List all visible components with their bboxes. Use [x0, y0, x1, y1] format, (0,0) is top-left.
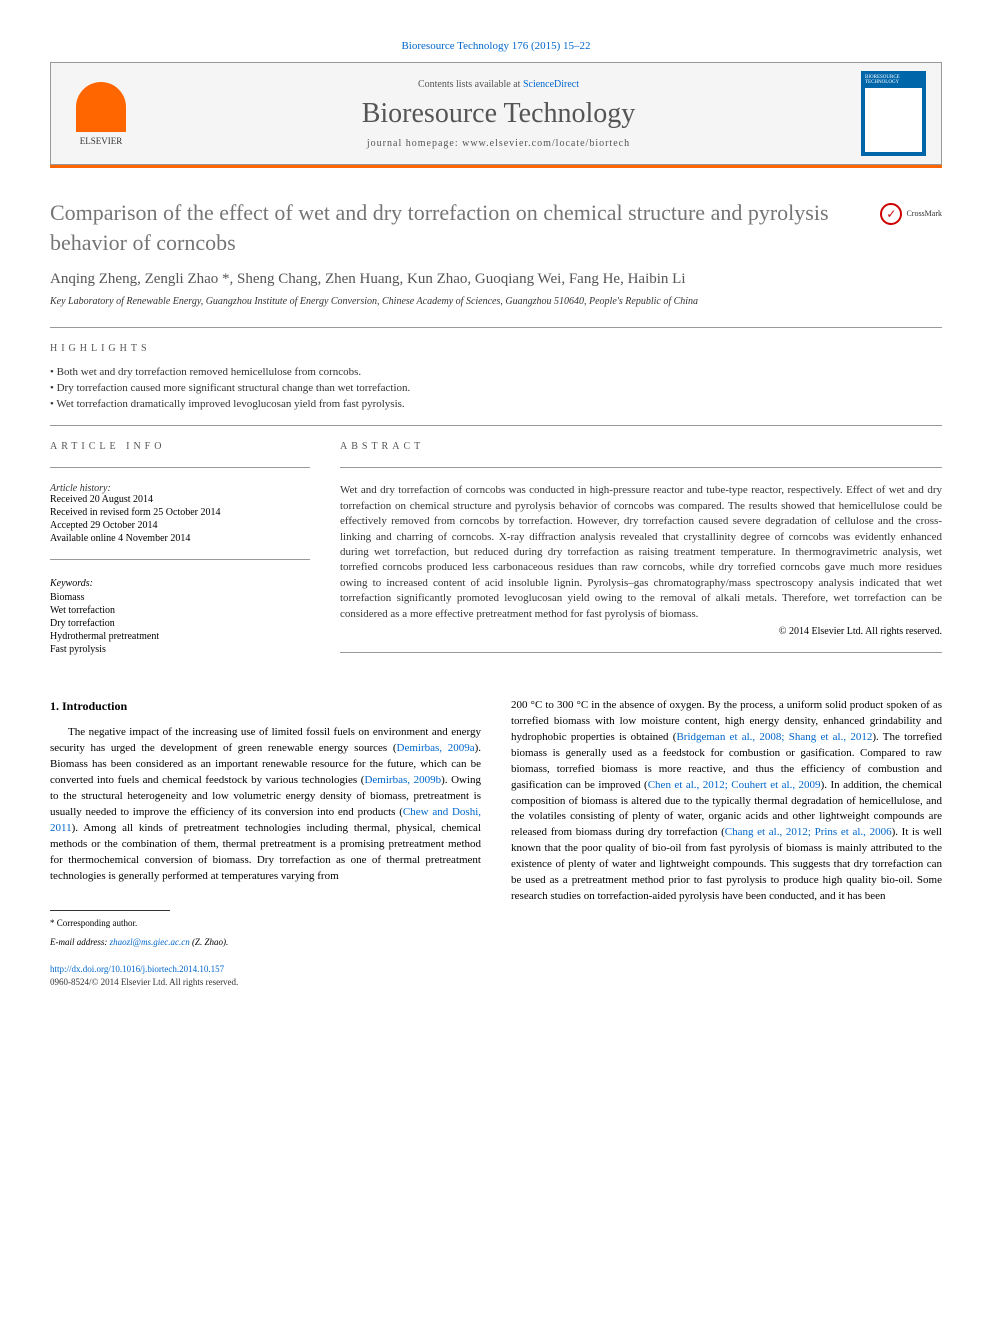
divider — [50, 559, 310, 560]
footnote-separator — [50, 910, 170, 911]
abstract-text: Wet and dry torrefaction of corncobs was… — [340, 483, 942, 622]
authors-list: Anqing Zheng, Zengli Zhao *, Sheng Chang… — [50, 271, 942, 288]
cover-thumb-title: BIORESOURCE TECHNOLOGY — [865, 75, 922, 85]
journal-header: ELSEVIER Contents lists available at Sci… — [50, 62, 942, 165]
citation-link[interactable]: Demirbas, 2009b — [364, 774, 441, 786]
highlights-list: Both wet and dry torrefaction removed he… — [50, 366, 942, 410]
keyword: Biomass — [50, 592, 310, 603]
highlight-item: Both wet and dry torrefaction removed he… — [50, 366, 942, 378]
highlight-item: Dry torrefaction caused more significant… — [50, 382, 942, 394]
divider — [50, 327, 942, 328]
divider — [340, 467, 942, 468]
article-title-text: Comparison of the effect of wet and dry … — [50, 200, 829, 255]
divider — [50, 467, 310, 468]
journal-reference: Bioresource Technology 176 (2015) 15–22 — [50, 40, 942, 52]
crossmark-icon: ✓ — [880, 203, 902, 225]
doi-link[interactable]: http://dx.doi.org/10.1016/j.biortech.201… — [50, 963, 481, 976]
homepage-url[interactable]: www.elsevier.com/locate/biortech — [462, 138, 630, 149]
contents-available-text: Contents lists available at ScienceDirec… — [136, 79, 861, 90]
citation-link[interactable]: Demirbas, 2009a — [397, 742, 475, 754]
history-revised: Received in revised form 25 October 2014 — [50, 507, 310, 518]
intro-paragraph-1: The negative impact of the increasing us… — [50, 725, 481, 884]
email-author-name: (Z. Zhao). — [190, 937, 229, 947]
citation-link[interactable]: Chen et al., 2012; Couhert et al., 2009 — [648, 779, 821, 791]
email-link[interactable]: zhaozl@ms.giec.ac.cn — [110, 937, 190, 947]
keyword: Dry torrefaction — [50, 618, 310, 629]
corresponding-author-note: * Corresponding author. — [50, 917, 481, 930]
contents-text-prefix: Contents lists available at — [418, 79, 523, 90]
crossmark-badge[interactable]: ✓ CrossMark — [880, 203, 942, 225]
abstract-label: ABSTRACT — [340, 441, 942, 452]
sciencedirect-link[interactable]: ScienceDirect — [523, 79, 579, 90]
elsevier-logo: ELSEVIER — [66, 76, 136, 151]
journal-homepage: journal homepage: www.elsevier.com/locat… — [136, 138, 861, 149]
citation-link[interactable]: Bridgeman et al., 2008; Shang et al., 20… — [676, 731, 872, 743]
elsevier-tree-icon — [76, 82, 126, 132]
homepage-label: journal homepage: — [367, 138, 462, 149]
email-line: E-mail address: zhaozl@ms.giec.ac.cn (Z.… — [50, 936, 481, 949]
journal-name: Bioresource Technology — [136, 98, 861, 130]
history-accepted: Accepted 29 October 2014 — [50, 520, 310, 531]
article-title: Comparison of the effect of wet and dry … — [50, 198, 942, 257]
article-info-label: ARTICLE INFO — [50, 441, 310, 452]
highlights-label: HIGHLIGHTS — [50, 343, 942, 354]
issn-copyright: 0960-8524/© 2014 Elsevier Ltd. All right… — [50, 976, 481, 989]
crossmark-label: CrossMark — [906, 209, 942, 220]
journal-cover-thumbnail: BIORESOURCE TECHNOLOGY — [861, 71, 926, 156]
keywords-label: Keywords: — [50, 578, 310, 589]
history-received: Received 20 August 2014 — [50, 494, 310, 505]
intro-paragraph-col2: 200 °C to 300 °C in the absence of oxyge… — [511, 698, 942, 905]
copyright-text: © 2014 Elsevier Ltd. All rights reserved… — [340, 626, 942, 637]
citation-link[interactable]: Chang et al., 2012; Prins et al., 2006 — [725, 826, 892, 838]
keyword: Fast pyrolysis — [50, 644, 310, 655]
affiliation: Key Laboratory of Renewable Energy, Guan… — [50, 296, 942, 307]
elsevier-label: ELSEVIER — [80, 136, 123, 146]
introduction-heading: 1. Introduction — [50, 698, 481, 715]
divider — [340, 652, 942, 653]
intro-text: ). Among all kinds of pretreatment techn… — [50, 822, 481, 882]
history-online: Available online 4 November 2014 — [50, 533, 310, 544]
orange-divider-bar — [50, 165, 942, 168]
keyword: Wet torrefaction — [50, 605, 310, 616]
keyword: Hydrothermal pretreatment — [50, 631, 310, 642]
highlight-item: Wet torrefaction dramatically improved l… — [50, 398, 942, 410]
email-label: E-mail address: — [50, 937, 110, 947]
divider — [50, 425, 942, 426]
article-history-label: Article history: — [50, 483, 310, 494]
